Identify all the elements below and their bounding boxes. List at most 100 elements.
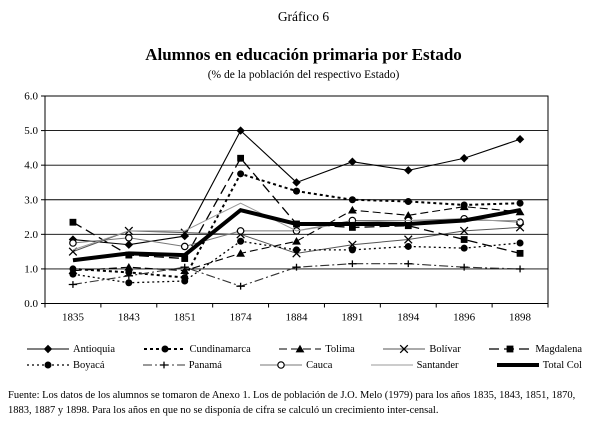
marker-circle [181, 277, 189, 285]
marker-plus [180, 263, 189, 271]
marker-x [348, 240, 357, 249]
x-tick-label: 1896 [453, 312, 476, 324]
marker-plus [348, 260, 357, 268]
series-panama [68, 260, 525, 290]
legend-item-cauca: Cauca [259, 359, 332, 371]
y-tick-label: 0.0 [24, 298, 38, 310]
marker-circle [348, 196, 356, 204]
x-axis-labels: 1835 1843 1851 1874 1884 1891 1894 1896 1898 [62, 312, 532, 324]
series-line [72, 240, 521, 284]
marker-square [460, 236, 468, 243]
legend-item-bolivar: Bolívar [382, 343, 461, 355]
chart-legend: Antioquia Cundinamarca Tolima Bolívar Magdal… [26, 341, 582, 373]
legend-swatch-tolima [279, 344, 322, 353]
series-magdalena [69, 154, 524, 262]
marker-x [459, 226, 469, 236]
series-line [72, 263, 521, 287]
marker-plus [159, 361, 168, 369]
line-chart: 0.0 1.0 2.0 3.0 4.0 5.0 6.0 1835 1843 1851 1874 188… [16, 90, 591, 332]
legend-swatch-antioquia [27, 344, 69, 354]
marker-circle [161, 345, 168, 353]
marker-square [348, 224, 356, 231]
marker-open-circle [516, 218, 524, 227]
marker-triangle [236, 249, 246, 257]
marker-square [237, 154, 245, 162]
chart-canvas: 0.0 1.0 2.0 3.0 4.0 5.0 6.0 1835 1843 1851 1874 188… [24, 91, 549, 324]
series-line [72, 207, 521, 263]
marker-x [400, 344, 409, 354]
legend-swatch-panama [142, 361, 185, 369]
marker-circle [348, 246, 356, 254]
marker-diamond [515, 135, 525, 144]
legend-label: Antioquia [73, 343, 115, 355]
legend-item-tolima: Tolima [278, 343, 355, 355]
marker-diamond [292, 178, 301, 187]
marker-triangle [295, 344, 305, 353]
marker-circle [44, 361, 52, 369]
y-tick-label: 5.0 [24, 125, 38, 137]
marker-circle [69, 270, 77, 278]
marker-circle [460, 244, 468, 252]
series-total-col [72, 207, 521, 263]
marker-square [181, 255, 189, 262]
marker-circle [404, 197, 412, 205]
legend-swatch-bolivar [383, 344, 426, 354]
marker-circle [125, 268, 133, 276]
legend-label: Santander [416, 359, 459, 371]
source-note: Fuente: Los datos de los alumnos se toma… [8, 390, 576, 417]
legend-item-total-col: Total Col [496, 359, 582, 371]
marker-diamond [348, 157, 357, 166]
legend-swatch-santander [370, 364, 413, 366]
x-tick-label: 1874 [230, 312, 253, 324]
legend-label: Bolívar [429, 343, 461, 355]
marker-plus [236, 282, 245, 290]
legend-item-boyaca: Boyacá [26, 359, 105, 371]
marker-open-circle [69, 239, 77, 247]
marker-open-circle [277, 361, 285, 369]
legend-swatch-total-col [496, 363, 539, 367]
x-tick-label: 1843 [118, 312, 141, 324]
y-tick-label: 6.0 [24, 91, 38, 103]
figure-number: Gráfico 6 [277, 9, 330, 24]
marker-circle [293, 246, 300, 254]
legend-swatch-boyaca [27, 361, 69, 369]
y-tick-label: 1.0 [24, 263, 38, 275]
x-tick-label: 1891 [341, 312, 363, 324]
legend-label: Magdalena [535, 343, 582, 355]
legend-label: Tolima [325, 343, 355, 355]
marker-diamond [124, 240, 134, 249]
marker-plus [404, 260, 413, 268]
title-block: Gráfico 6 Alumnos en educación primaria … [0, 0, 607, 81]
marker-circle [237, 237, 245, 245]
marker-circle [404, 242, 412, 250]
marker-diamond [43, 344, 53, 354]
legend-label: Boyacá [73, 359, 105, 371]
marker-open-circle [180, 242, 189, 251]
gridlines [45, 95, 548, 304]
marker-circle [516, 239, 524, 247]
legend-item-antioquia: Antioquia [26, 343, 115, 355]
marker-open-circle [236, 227, 245, 235]
marker-triangle [459, 202, 469, 211]
y-tick-label: 2.0 [24, 229, 38, 241]
series-line [72, 206, 521, 272]
axis-ticks [41, 95, 549, 308]
y-tick-label: 4.0 [24, 160, 38, 172]
x-tick-label: 1835 [62, 312, 85, 324]
legend-label: Total Col [542, 359, 582, 371]
legend-swatch-magdalena [489, 345, 532, 353]
x-tick-label: 1894 [397, 312, 420, 324]
marker-circle [125, 279, 133, 287]
x-tick-label: 1898 [509, 312, 532, 324]
page-title: Alumnos en educación primaria por Estado [145, 45, 462, 64]
legend-item-santander: Santander [370, 359, 459, 371]
marker-triangle [292, 237, 301, 245]
marker-circle [516, 199, 524, 207]
marker-circle [237, 170, 245, 178]
x-tick-label: 1851 [174, 312, 196, 324]
series-tolima [68, 202, 525, 275]
marker-plus [292, 263, 301, 271]
marker-square [516, 249, 524, 257]
marker-plus [515, 265, 525, 273]
